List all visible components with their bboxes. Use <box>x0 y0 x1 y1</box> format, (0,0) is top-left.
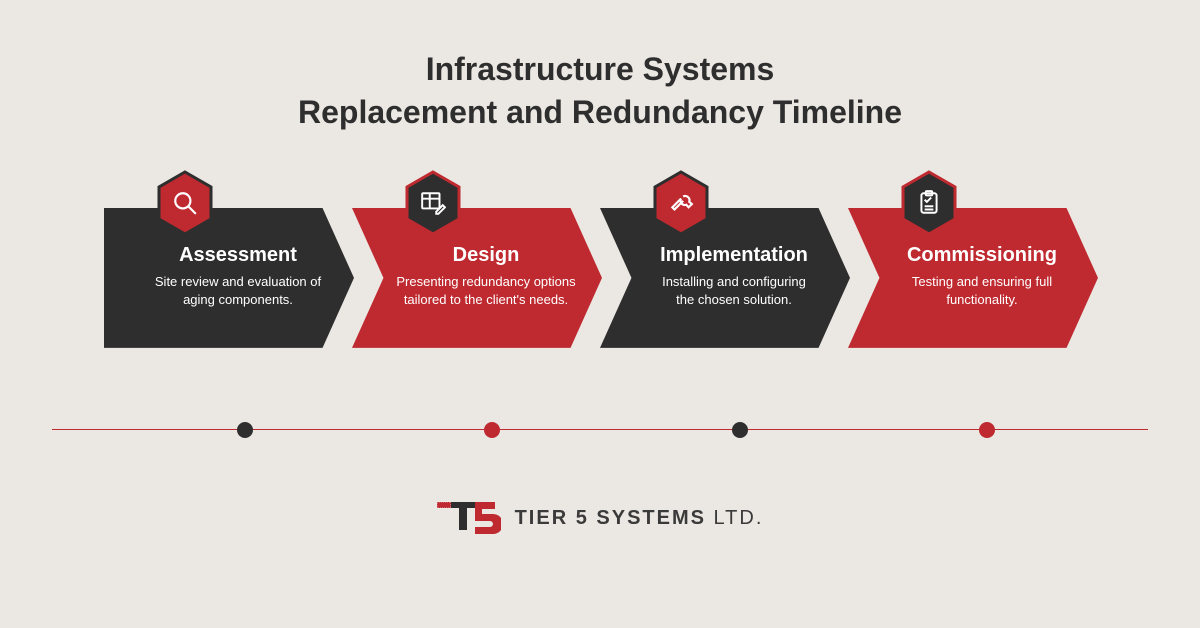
process-timeline: Assessment Site review and evaluation of… <box>104 208 1104 368</box>
step-content: Implementation Installing and configurin… <box>656 244 812 308</box>
step-body: Testing and ensuring full functionality. <box>904 273 1060 308</box>
step-heading: Assessment <box>148 244 328 267</box>
step-heading: Implementation <box>656 244 812 267</box>
brand-logo-icon <box>437 496 501 541</box>
step-design: Design Presenting redundancy options tai… <box>352 208 602 368</box>
title-line-1: Infrastructure Systems <box>426 51 775 87</box>
step-assessment: Assessment Site review and evaluation of… <box>104 208 354 368</box>
step-body: Site review and evaluation of aging comp… <box>148 273 328 308</box>
brand-footer: TIER 5 SYSTEMS LTD. <box>0 496 1200 541</box>
step-heading: Commissioning <box>904 244 1060 267</box>
hex-badge-assessment <box>156 170 214 236</box>
brand-name: TIER 5 SYSTEMS <box>515 507 706 529</box>
step-content: Assessment Site review and evaluation of… <box>148 244 328 308</box>
step-body: Installing and configuring the chosen so… <box>656 273 812 308</box>
step-implementation: Implementation Installing and configurin… <box>600 208 850 368</box>
wrench-icon <box>652 170 710 236</box>
page-title: Infrastructure Systems Replacement and R… <box>0 0 1200 134</box>
step-body: Presenting redundancy options tailored t… <box>396 273 576 308</box>
hex-badge-design <box>404 170 462 236</box>
clipboard-icon <box>900 170 958 236</box>
timeline-axis <box>52 422 1148 438</box>
brand-suffix: LTD. <box>714 507 764 529</box>
brand-wordmark: TIER 5 SYSTEMS LTD. <box>515 507 764 530</box>
magnifier-icon <box>156 170 214 236</box>
step-content: Commissioning Testing and ensuring full … <box>904 244 1060 308</box>
axis-dot <box>484 422 500 438</box>
step-content: Design Presenting redundancy options tai… <box>396 244 576 308</box>
axis-dot <box>732 422 748 438</box>
title-line-2: Replacement and Redundancy Timeline <box>298 94 902 130</box>
blueprint-icon <box>404 170 462 236</box>
hex-badge-implementation <box>652 170 710 236</box>
hex-badge-commissioning <box>900 170 958 236</box>
step-commissioning: Commissioning Testing and ensuring full … <box>848 208 1098 368</box>
step-heading: Design <box>396 244 576 267</box>
axis-dot <box>237 422 253 438</box>
axis-dot <box>979 422 995 438</box>
